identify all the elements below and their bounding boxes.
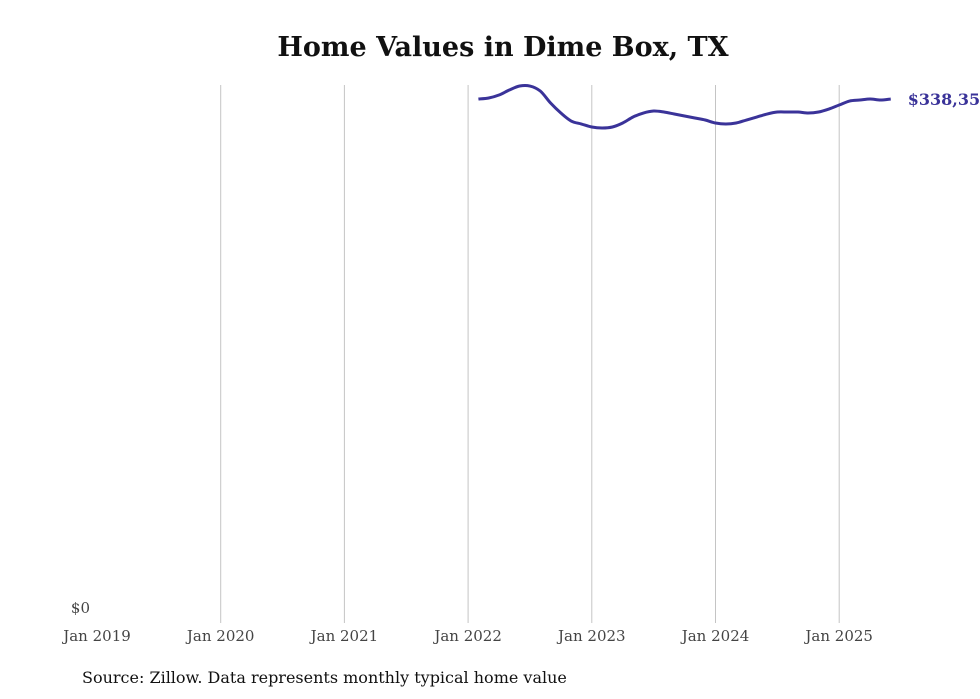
x-tick-label: Jan 2022 — [432, 627, 502, 645]
end-value-label: $338,350 — [908, 90, 980, 109]
chart-title: Home Values in Dime Box, TX — [277, 32, 729, 63]
source-note: Source: Zillow. Data represents monthly … — [82, 668, 567, 687]
series-line — [478, 83, 891, 130]
x-tick-label: Jan 2021 — [309, 627, 379, 645]
x-tick-label: Jan 2023 — [556, 627, 626, 645]
x-tick-label: Jan 2024 — [680, 627, 750, 645]
y-tick-label: $0 — [71, 599, 90, 617]
x-tick-label: Jan 2020 — [185, 627, 255, 645]
x-tick-label: Jan 2025 — [803, 627, 873, 645]
x-tick-label: Jan 2019 — [61, 627, 131, 645]
